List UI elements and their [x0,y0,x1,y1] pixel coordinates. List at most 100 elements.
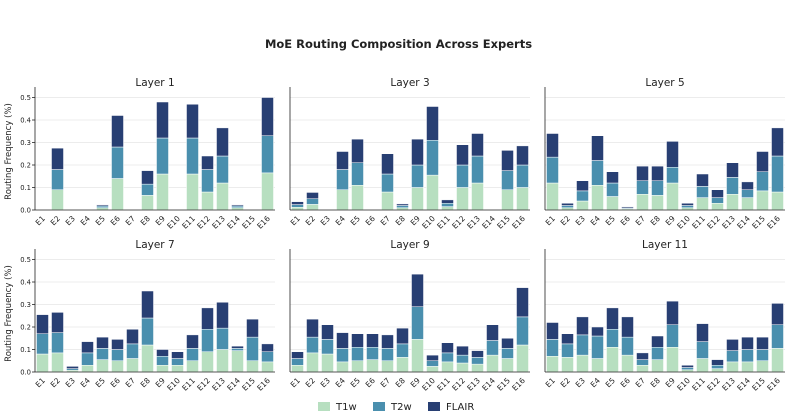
bar-flair-e12 [711,359,724,366]
bar-flair-e5 [606,307,619,330]
x-tick-label: E14 [225,376,242,393]
bar-flair-e9 [666,300,679,325]
bar-t1w-e15 [501,358,514,373]
bar-flair-e3 [321,324,334,340]
x-tick-label: E11 [435,214,452,231]
bar-flair-e10 [681,365,694,368]
bar-t1w-e4 [336,189,349,211]
bar-t1w-e1 [36,353,49,373]
bar-flair-e11 [186,104,199,139]
bar-t2w-e9 [156,356,169,366]
bar-flair-e1 [546,133,559,158]
bar-flair-e4 [591,135,604,161]
bar-flair-e15 [756,336,769,350]
x-tick-label: E10 [165,214,182,231]
bar-flair-e12 [201,307,214,330]
bar-t1w-e5 [606,196,619,211]
bar-t2w-e11 [441,352,454,363]
bar-t1w-e5 [96,359,109,373]
bar-t2w-e9 [411,306,424,340]
x-tick-label: E16 [510,376,527,393]
bar-t2w-e9 [156,137,169,175]
bar-t2w-e13 [726,177,739,195]
bar-t1w-e15 [756,190,769,211]
bar-t1w-e5 [606,347,619,373]
bar-t2w-e2 [306,198,319,205]
x-tick-label: E12 [195,376,212,393]
bar-t1w-e5 [351,360,364,373]
x-tick-label: E4 [589,214,602,227]
bar-t1w-e1 [291,365,304,373]
bar-flair-e1 [36,314,49,334]
bar-t2w-e3 [576,190,589,202]
bar-t1w-e1 [546,182,559,211]
x-tick-label: E1 [34,376,47,389]
y-tick-label: 0.2 [20,161,31,169]
bar-t1w-e16 [261,172,274,211]
x-tick-label: E6 [619,376,632,389]
x-tick-label: E12 [705,214,722,231]
bar-flair-e14 [231,345,244,349]
bar-flair-e6 [621,316,634,338]
bar-flair-e13 [471,133,484,157]
x-tick-label: E3 [574,376,587,389]
bar-t2w-e10 [426,140,439,176]
x-tick-label: E8 [139,214,152,227]
x-tick-label: E5 [94,214,107,227]
bar-flair-e4 [336,332,349,349]
bar-flair-e7 [126,329,139,345]
y-tick-label: 0.5 [20,256,31,264]
x-tick-label: E2 [304,214,317,227]
x-tick-label: E15 [495,214,512,231]
bar-t2w-e16 [516,164,529,188]
bar-t2w-e5 [96,205,109,208]
x-tick-label: E10 [675,214,692,231]
bar-t1w-e1 [291,207,304,211]
x-tick-label: E10 [420,376,437,393]
bar-t2w-e12 [711,197,724,204]
panel-title: Layer 1 [135,77,174,89]
bar-t1w-e14 [741,361,754,373]
bar-t1w-e11 [696,358,709,373]
bar-flair-e13 [216,127,229,157]
bar-t1w-e8 [141,344,154,373]
bar-flair-e3 [66,366,79,369]
y-tick-label: 0.4 [20,116,31,124]
x-tick-label: E13 [210,214,227,231]
y-tick-label: 0.3 [20,139,31,147]
bar-t1w-e14 [486,354,499,373]
bar-t1w-e4 [336,361,349,373]
bar-t1w-e11 [696,197,709,211]
x-tick-label: E1 [34,214,47,227]
bar-flair-e1 [291,351,304,359]
legend-item-t1w: T1w [318,402,357,413]
bar-t1w-e10 [426,174,439,211]
x-tick-label: E12 [450,214,467,231]
x-tick-label: E14 [735,214,752,231]
x-tick-label: E5 [349,214,362,227]
bar-t2w-e2 [561,343,574,358]
x-tick-label: E3 [574,214,587,227]
bar-t1w-e6 [111,178,124,211]
x-tick-label: E6 [364,214,377,227]
bar-t1w-e3 [576,354,589,373]
x-tick-label: E14 [480,376,497,393]
bar-t2w-e15 [501,348,514,359]
x-tick-label: E11 [180,214,197,231]
bar-t1w-e12 [201,191,214,211]
x-tick-label: E1 [289,214,302,227]
y-tick-label: 0.0 [20,368,31,376]
bar-t2w-e16 [261,351,274,363]
x-tick-label: E16 [255,376,272,393]
bar-t2w-e14 [741,189,754,198]
x-tick-label: E11 [690,376,707,393]
panel-title: Layer 7 [135,239,174,251]
bar-t2w-e6 [366,347,379,360]
y-tick-label: 0.3 [20,301,31,309]
legend-swatch [318,402,330,411]
bar-t2w-e11 [441,203,454,207]
y-tick-label: 0.1 [20,346,31,354]
bar-flair-e2 [561,333,574,345]
bar-flair-e11 [441,199,454,204]
bar-t1w-e2 [306,204,319,211]
